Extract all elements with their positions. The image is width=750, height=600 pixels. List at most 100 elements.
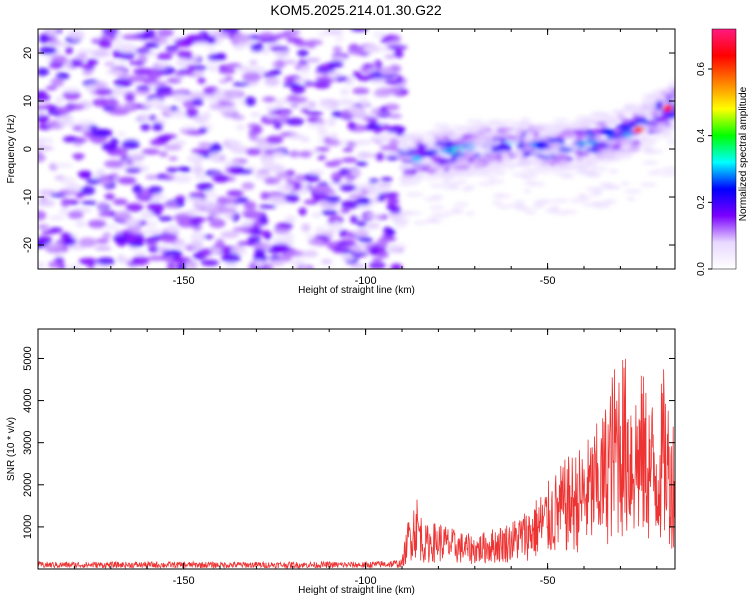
heatmap-cell: [574, 129, 588, 135]
heatmap-cell: [542, 152, 562, 157]
heatmap-cell: [536, 157, 553, 162]
heatmap-cell: [85, 83, 96, 93]
heatmap-cell: [273, 121, 282, 130]
heatmap-cell: [329, 132, 339, 140]
heatmap-cell: [262, 263, 274, 269]
heatmap-cell: [585, 139, 599, 145]
heatmap-cell: [401, 133, 417, 138]
heatmap-cell: [639, 105, 655, 110]
heatmap-cell: [128, 60, 144, 65]
heatmap-cell: [399, 145, 414, 150]
heatmap-cell: [662, 134, 674, 139]
heatmap-cell: [195, 201, 210, 207]
heatmap-cell: [320, 78, 337, 83]
heatmap-cell: [497, 204, 511, 209]
snr-ytick-label: 4000: [22, 388, 34, 412]
heatmap-cell: [324, 140, 341, 147]
heatmap-cell: [145, 174, 159, 180]
heatmap-cell: [156, 173, 169, 180]
heatmap-cell: [602, 185, 622, 190]
heatmap-cell: [198, 127, 208, 134]
heatmap-cell: [511, 162, 525, 167]
heatmap-cell: [193, 41, 210, 46]
heatmap-cell: [133, 249, 147, 256]
heatmap-cell: [386, 204, 396, 211]
heatmap-cell: [115, 210, 132, 221]
heatmap-cell: [148, 185, 163, 195]
heatmap-cell: [127, 74, 147, 83]
heatmap-cell: [317, 131, 330, 138]
heatmap-cell: [209, 142, 223, 153]
heatmap-cell: [258, 204, 277, 209]
heatmap-peak: [633, 126, 644, 133]
heatmap-cell: [405, 192, 424, 197]
heatmap-cell: [357, 203, 372, 209]
heatmap-cell: [433, 170, 443, 178]
heatmap-cell: [92, 98, 111, 107]
heatmap-cell: [44, 243, 63, 248]
heatmap-cell: [274, 48, 290, 59]
heatmap-cell: [590, 114, 605, 121]
heatmap-cell: [172, 256, 192, 264]
heatmap-cell: [224, 261, 238, 269]
heatmap-cell: [49, 193, 67, 198]
heatmap-cell: [299, 265, 310, 269]
heatmap-cell: [233, 33, 250, 44]
heatmap-cell: [381, 191, 400, 199]
heatmap-cell: [552, 198, 569, 203]
heatmap-cell: [78, 257, 98, 266]
heatmap-cell: [262, 71, 277, 78]
heatmap-cell: [363, 44, 382, 54]
heatmap-cell: [428, 205, 446, 210]
heatmap-cell: [226, 91, 242, 98]
heatmap-cell: [591, 166, 608, 171]
heatmap-cell: [567, 126, 584, 131]
heatmap-cell: [53, 162, 74, 168]
heatmap-cell: [315, 226, 326, 236]
heatmap-cell: [337, 100, 355, 107]
heatmap-cell: [252, 254, 268, 262]
heatmap-cell: [289, 150, 300, 158]
heatmap-cell: [80, 185, 96, 196]
heatmap-cell: [156, 52, 173, 61]
heatmap-cell: [141, 148, 161, 155]
heatmap-cell: [226, 190, 243, 197]
heatmap-cell: [46, 29, 57, 37]
heatmap-cell: [430, 194, 445, 199]
heatmap-cell: [574, 170, 594, 175]
heatmap-cell: [387, 125, 406, 135]
heatmap-cell: [81, 123, 91, 132]
heatmap-cell: [470, 131, 484, 136]
heatmap-cell: [208, 151, 221, 161]
heatmap-cell: [125, 167, 142, 174]
heatmap-cell: [375, 152, 385, 161]
heatmap-cell: [92, 81, 106, 89]
heatmap-cell: [269, 259, 285, 267]
heatmap-cell: [172, 113, 190, 119]
heatmap-cell: [581, 149, 594, 154]
heatmap-cell: [128, 241, 144, 248]
heatmap-cell: [185, 107, 199, 118]
heatmap-cell: [108, 109, 129, 116]
heatmap-cell: [140, 123, 151, 132]
heatmap-cell: [394, 220, 408, 229]
heatmap-cell: [98, 211, 111, 217]
heatmap-cell: [307, 41, 316, 49]
heatmap-cell: [452, 207, 463, 212]
heatmap-peak: [411, 155, 422, 162]
heatmap-cell: [305, 234, 317, 239]
heatmap-cell: [232, 226, 251, 232]
heatmap-cell: [326, 195, 341, 204]
heatmap-cell: [316, 119, 326, 126]
heatmap-cell: [607, 151, 627, 156]
heatmap-cell: [498, 129, 517, 134]
heatmap-peak: [662, 105, 673, 112]
colorbar-gradient: [711, 28, 737, 270]
heatmap-cell: [215, 238, 225, 249]
heatmap-cell: [519, 173, 540, 178]
heatmap-cell: [396, 83, 407, 89]
heatmap-cell: [290, 260, 305, 266]
heatmap-cell: [544, 129, 553, 134]
heatmap-cell: [121, 34, 142, 40]
heatmap-cell: [320, 259, 333, 265]
